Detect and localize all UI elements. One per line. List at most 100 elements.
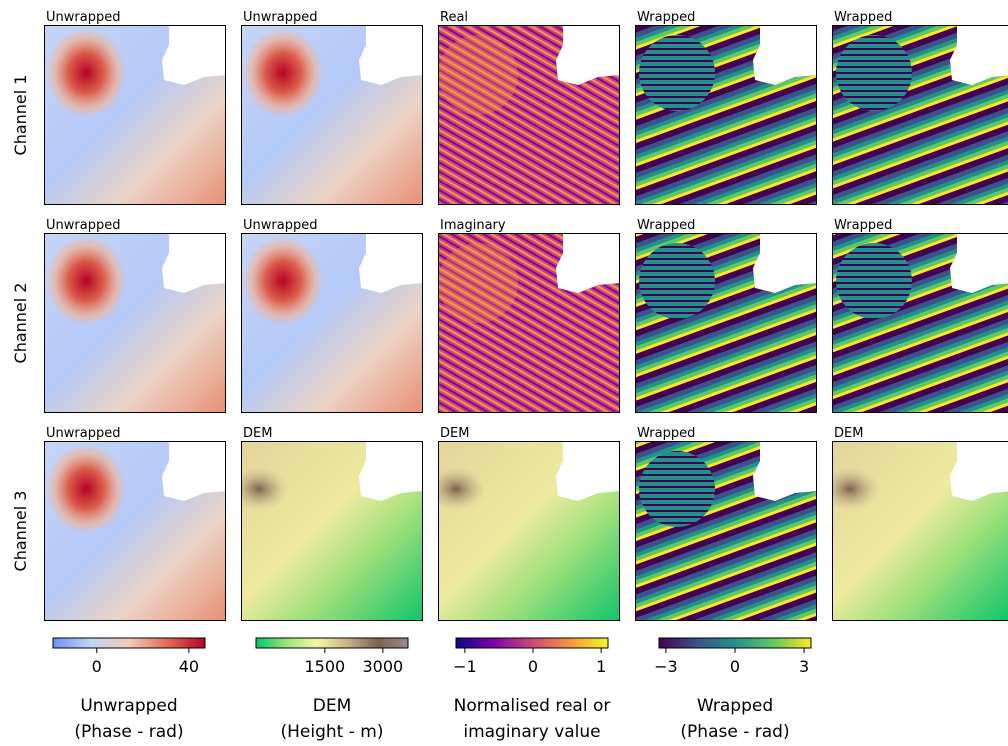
panel-title: Unwrapped (46, 426, 120, 441)
colorbar-label: Normalised real or (454, 696, 611, 716)
image-panel (438, 25, 620, 205)
tick-label: 0 (528, 657, 538, 676)
panel-title: Imaginary (440, 218, 506, 233)
no-data (753, 233, 817, 293)
tick-label: 1 (596, 657, 606, 676)
image-feature (243, 28, 323, 118)
row-label: Channel 1 (11, 75, 30, 156)
row-label: Channel 2 (11, 283, 30, 364)
panel-frame (241, 233, 423, 413)
no-data (556, 233, 620, 293)
panel-frame (438, 441, 620, 621)
panel-title: Real (440, 10, 468, 25)
no-data (950, 441, 1008, 501)
panel-title: Unwrapped (243, 218, 317, 233)
panel-frame (832, 25, 1008, 205)
image-feature (639, 35, 715, 111)
image-feature (836, 35, 912, 111)
no-data (950, 25, 1008, 85)
panel-title: Wrapped (637, 218, 695, 233)
image-feature (241, 467, 289, 511)
no-data (753, 25, 817, 85)
no-data (556, 25, 620, 85)
panel-frame (241, 25, 423, 205)
tick-label: 3000 (363, 657, 404, 676)
panel-title: Wrapped (637, 426, 695, 441)
panel-frame (635, 233, 817, 413)
panel-frame (438, 25, 620, 205)
row-label: Channel 3 (11, 491, 30, 572)
image-feature (438, 467, 486, 511)
panel-frame (44, 441, 226, 621)
panel-title: Unwrapped (46, 218, 120, 233)
panel-frame (635, 441, 817, 621)
image-panel (635, 25, 817, 205)
image-panel (241, 441, 423, 621)
image-panel (438, 233, 620, 413)
colorbar (255, 637, 409, 649)
no-data (359, 233, 423, 293)
tick-label: 3 (799, 657, 809, 676)
image-panel (44, 441, 226, 621)
panel-frame (241, 441, 423, 621)
colorbar (658, 637, 812, 649)
image-feature (639, 243, 715, 319)
image-panel (241, 233, 423, 413)
image-feature (438, 243, 518, 323)
colorbar-label: imaginary value (463, 722, 600, 742)
panel-title: DEM (243, 426, 272, 441)
colorbar-label: (Height - m) (281, 722, 384, 742)
image-feature (836, 243, 912, 319)
panel-frame (832, 233, 1008, 413)
tick-label: 1500 (304, 657, 345, 676)
panel-frame (635, 25, 817, 205)
image-panel (44, 25, 226, 205)
tick-label: −1 (453, 657, 477, 676)
image-panel (241, 25, 423, 205)
tick-label: 0 (92, 657, 102, 676)
image-panel (635, 441, 817, 621)
panel-title: Unwrapped (46, 10, 120, 25)
panel-title: DEM (834, 426, 863, 441)
panel-frame (44, 25, 226, 205)
panel-frame (832, 441, 1008, 621)
tick-label: −3 (654, 657, 678, 676)
panel-title: Wrapped (637, 10, 695, 25)
tick-label: 0 (730, 657, 740, 676)
no-data (359, 25, 423, 85)
colorbar (455, 637, 609, 649)
image-feature (243, 236, 323, 326)
image-panel (832, 25, 1008, 205)
image-feature (46, 444, 126, 534)
colorbar-label: Unwrapped (80, 696, 177, 716)
panel-frame (438, 233, 620, 413)
colorbar-label: DEM (313, 696, 352, 716)
no-data (162, 233, 226, 293)
colorbar-label: Wrapped (697, 696, 773, 716)
panel-title: Wrapped (834, 10, 892, 25)
colorbar (52, 637, 206, 649)
no-data (950, 233, 1008, 293)
panel-frame (44, 233, 226, 413)
no-data (753, 441, 817, 501)
panel-title: DEM (440, 426, 469, 441)
image-panel (635, 233, 817, 413)
colorbar-label: (Phase - rad) (680, 722, 789, 742)
image-feature (832, 467, 880, 511)
panel-title: Wrapped (834, 218, 892, 233)
image-panel (44, 233, 226, 413)
image-feature (46, 236, 126, 326)
image-feature (438, 35, 518, 115)
image-panel (438, 441, 620, 621)
image-feature (639, 451, 715, 527)
no-data (162, 441, 226, 501)
no-data (556, 441, 620, 501)
panel-title: Unwrapped (243, 10, 317, 25)
tick-label: 40 (179, 657, 199, 676)
colorbar-label: (Phase - rad) (74, 722, 183, 742)
image-panel (832, 233, 1008, 413)
image-feature (46, 28, 126, 118)
no-data (359, 441, 423, 501)
image-panel (832, 441, 1008, 621)
